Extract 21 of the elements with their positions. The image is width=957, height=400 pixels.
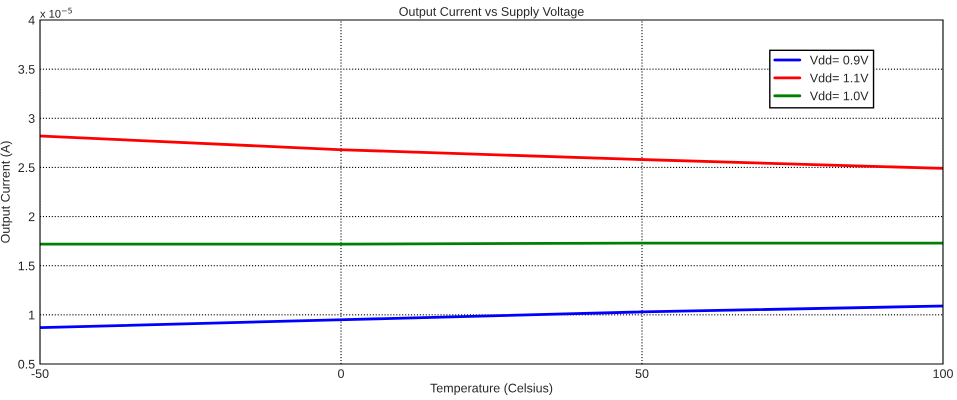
y-tick-label: 3 <box>28 114 35 123</box>
x-axis-title: Temperature (Celsius) <box>430 383 552 395</box>
y-axis-title: Output Current (A) <box>0 141 12 243</box>
y-tick-label: 2.5 <box>18 163 35 172</box>
legend-label: Vdd= 1.0V <box>810 91 868 100</box>
text: x 10$^{−5}$ <box>40 8 72 18</box>
y-tick-label: 0.5 <box>18 360 35 369</box>
legend-label: Vdd= 1.1V <box>810 73 868 82</box>
y-tick-label: 3.5 <box>18 64 35 74</box>
x-tick-label: 0 <box>338 369 344 378</box>
y-tick-label: 2 <box>28 212 35 222</box>
x-tick-label: -50 <box>32 369 49 378</box>
y-tick-label: 1 <box>29 310 35 320</box>
y-tick-label: 4 <box>28 16 35 25</box>
x-tick-label: 50 <box>636 369 648 378</box>
legend-label: Vdd= 0.9V <box>810 55 868 65</box>
y-tick-label: 1.5 <box>18 262 35 270</box>
chart-title: Output Current vs Supply Voltage <box>399 6 584 18</box>
line-series <box>40 134 943 170</box>
x-tick-label: 100 <box>934 369 953 378</box>
line-series <box>40 304 943 330</box>
